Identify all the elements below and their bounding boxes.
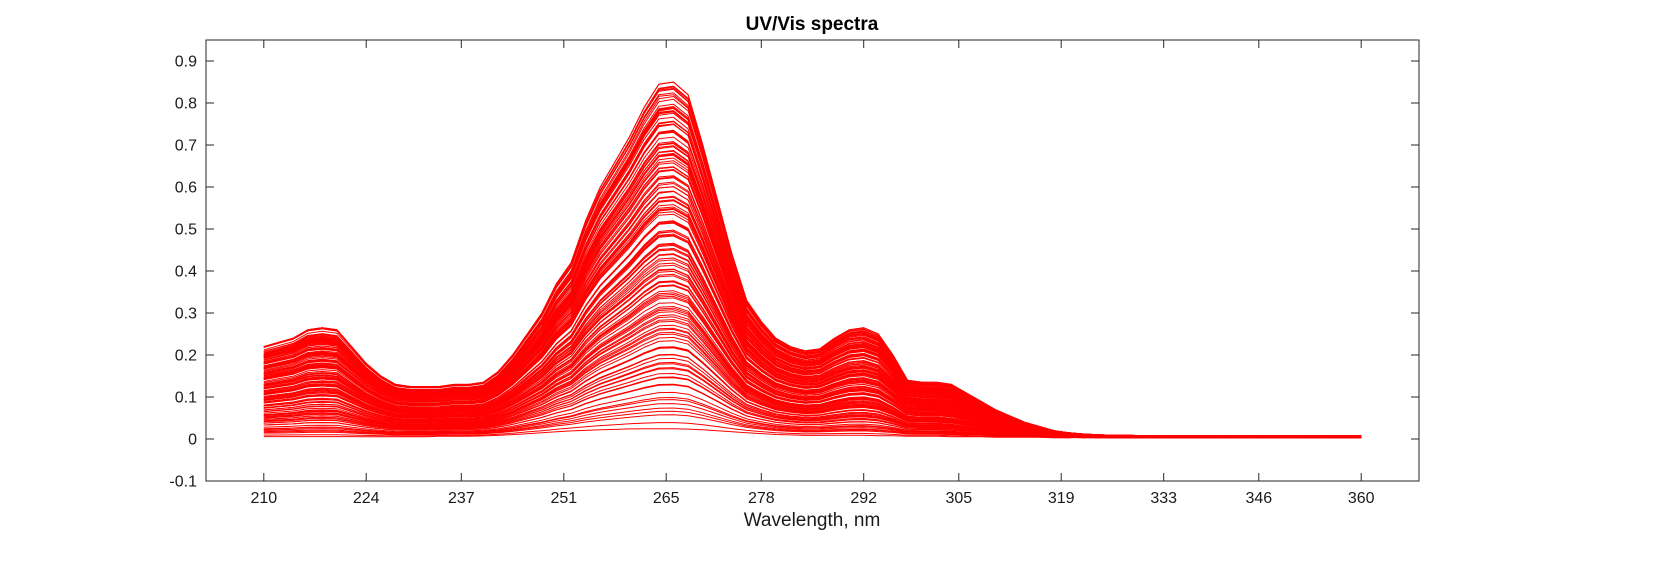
y-tick-label: 0.7 [175,138,197,155]
y-tick-label: 0.1 [175,390,197,407]
x-tick-label: 224 [353,490,380,507]
plot-frame [205,39,1420,482]
spectra-series-group [263,81,1362,439]
x-tick-label: 346 [1245,490,1272,507]
y-tick-label: 0.6 [175,180,197,197]
y-tick-label: -0.1 [169,474,197,491]
y-tick-label: 0.2 [175,348,197,365]
x-tick-label: 278 [748,490,775,507]
x-tick-label: 292 [850,490,877,507]
chart-title: UV/Vis spectra [746,14,879,35]
x-tick-label: 305 [945,490,972,507]
y-tick-label: 0.5 [175,222,197,239]
y-tick-label: 0.8 [175,96,197,113]
x-tick-label: 210 [250,490,277,507]
x-tick-label: 360 [1348,490,1375,507]
y-tick-label: 0.9 [175,54,197,71]
x-tick-label: 237 [448,490,475,507]
x-tick-label: 333 [1150,490,1177,507]
x-tick-label: 265 [653,490,680,507]
x-tick-label: 319 [1048,490,1075,507]
spectrum-line [263,81,1362,437]
y-axis-ticks: -0.1 0 0.1 0.2 0.3 0.4 0.5 0.6 0.7 0.8 0.9 [169,54,1419,491]
y-tick-label: 0 [188,432,197,449]
y-tick-label: 0.4 [175,264,197,281]
x-tick-label: 251 [550,490,577,507]
x-axis-label: Wavelength, nm [744,510,881,531]
x-axis-ticks: 210 224 237 251 265 278 292 305 319 333 346 360 [250,40,1375,507]
y-tick-label: 0.3 [175,306,197,323]
